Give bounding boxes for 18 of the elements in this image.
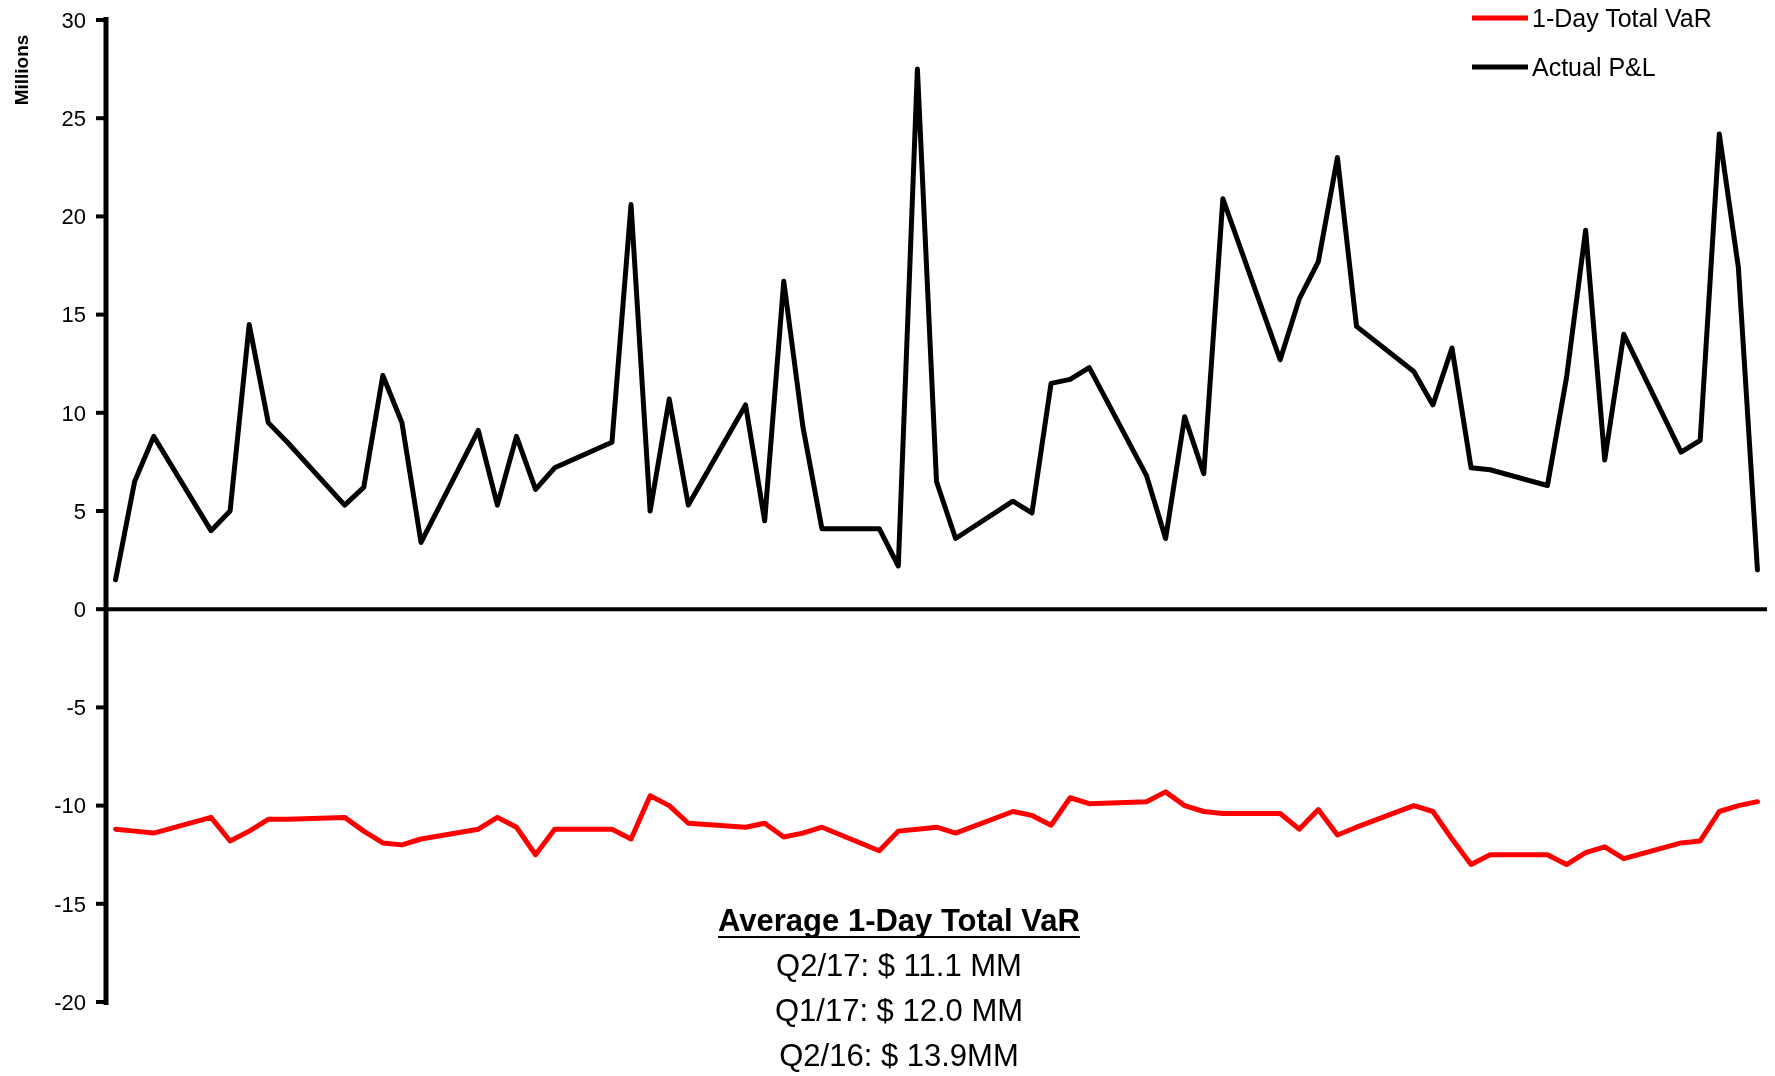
annotation: Q2/17: $ 11.1 MM (776, 947, 1022, 983)
y-tick-label: 0 (73, 596, 86, 622)
y-tick-label: 5 (73, 498, 86, 524)
annotation: Average 1-Day Total VaR (718, 902, 1080, 938)
y-tick-label: 25 (61, 105, 86, 131)
legend-label: Actual P&L (1532, 52, 1656, 81)
text: Q2/16: $ 13.9MM (779, 1037, 1019, 1073)
y-tick-label: -10 (54, 793, 86, 819)
y-tick-label: -15 (54, 891, 86, 917)
y-tick-label: 10 (61, 400, 86, 426)
y-axis-title: Millions (11, 34, 32, 106)
y-tick-label: -5 (66, 695, 86, 721)
y-tick-label: 15 (61, 302, 86, 328)
y-tick-label: -20 (54, 989, 86, 1015)
y-tick-label: 30 (61, 7, 86, 33)
annotation: Q1/17: $ 12.0 MM (774, 992, 1024, 1028)
legend-label: 1-Day Total VaR (1532, 3, 1712, 32)
y-tick-label: 20 (61, 204, 86, 230)
